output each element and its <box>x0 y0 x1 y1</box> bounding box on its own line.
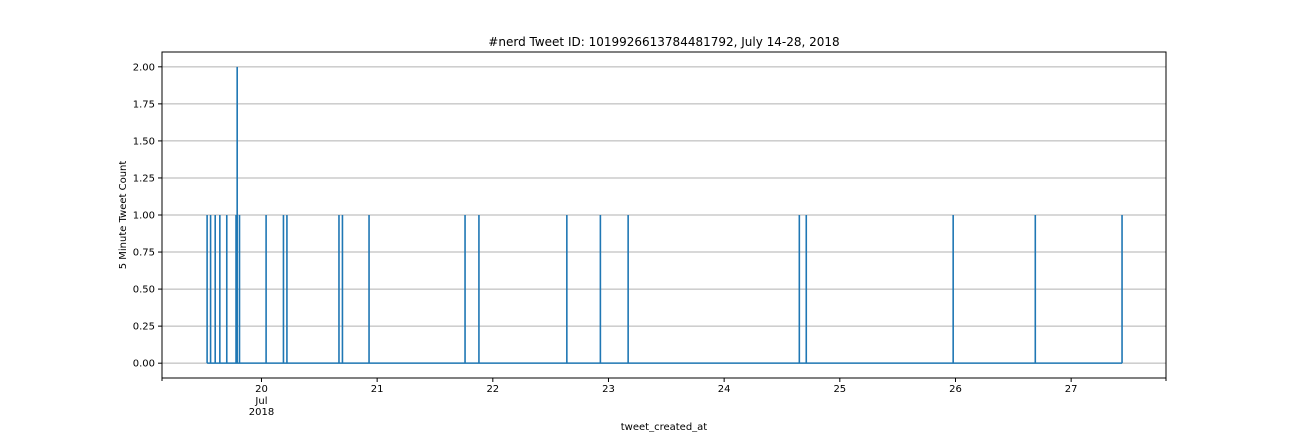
y-axis-label: 5 Minute Tweet Count <box>118 161 129 270</box>
y-tick-label: 1.25 <box>133 173 155 184</box>
y-tick-label: 0.25 <box>133 322 155 333</box>
x-tick-label: 20 <box>255 384 268 395</box>
chart-title: #nerd Tweet ID: 1019926613784481792, Jul… <box>488 35 839 49</box>
x-tick-label: 22 <box>486 384 499 395</box>
x-tick-label: 25 <box>833 384 846 395</box>
y-tick-label: 0.75 <box>133 248 155 259</box>
x-tick-label: 23 <box>602 384 615 395</box>
x-tick-sublabel: Jul <box>254 396 267 407</box>
y-axis: 0.00 0.25 0.50 0.75 1.00 1.25 1.50 1.75 2.00 <box>133 62 162 370</box>
x-tick-label: 26 <box>949 384 962 395</box>
y-tick-label: 1.50 <box>133 136 155 147</box>
x-tick-label: 21 <box>371 384 384 395</box>
x-axis-label: tweet_created_at <box>621 422 708 432</box>
y-tick-label: 0.50 <box>133 285 155 296</box>
x-tick-sublabel: 2018 <box>249 407 274 418</box>
x-tick-label: 24 <box>718 384 731 395</box>
x-tick-label: 27 <box>1065 384 1078 395</box>
y-tick-label: 1.00 <box>133 211 155 222</box>
y-tick-label: 2.00 <box>133 62 155 73</box>
y-tick-label: 1.75 <box>133 99 155 110</box>
grid-lines <box>162 66 1166 364</box>
series-tweet-count <box>206 66 1123 364</box>
y-tick-label: 0.00 <box>133 359 155 370</box>
